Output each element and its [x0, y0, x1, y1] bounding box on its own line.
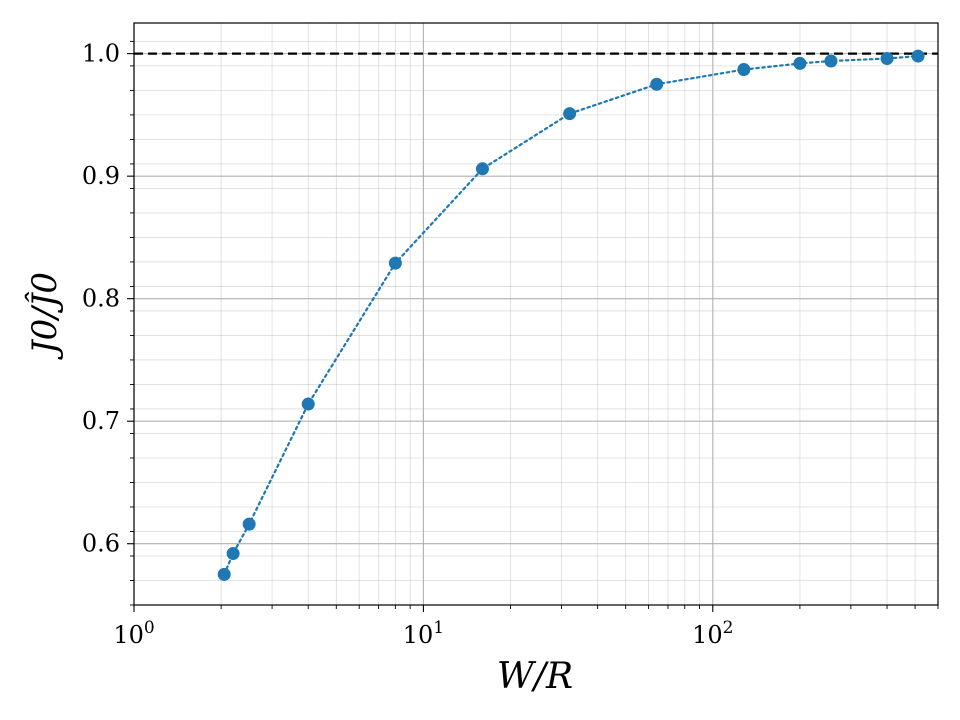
data-point — [388, 256, 402, 270]
data-point — [475, 162, 489, 176]
y-tick-label: 0.9 — [82, 162, 120, 190]
series-layer — [217, 49, 925, 581]
y-tick-label: 0.8 — [82, 285, 120, 313]
data-point — [563, 107, 577, 121]
data-point — [650, 77, 664, 91]
x-tick-label: 102 — [692, 618, 733, 649]
plot-frame — [133, 22, 939, 606]
data-point — [880, 52, 894, 66]
y-tick-label: 1.0 — [82, 40, 120, 68]
data-point — [301, 397, 315, 411]
ticks — [127, 40, 939, 612]
x-tick-label: 100 — [113, 618, 154, 649]
data-point — [824, 54, 838, 68]
data-point — [217, 567, 231, 581]
data-point — [911, 49, 925, 63]
tick-labels: 100 101 102 0.6 0.7 0.8 0.9 1.0 — [82, 40, 734, 649]
data-point — [226, 547, 240, 561]
data-point — [737, 63, 751, 77]
x-axis-label: W/R — [497, 656, 573, 697]
x-tick-label: 101 — [403, 618, 444, 649]
y-tick-label: 0.6 — [82, 530, 120, 558]
y-tick-label: 0.7 — [82, 407, 120, 435]
data-point — [242, 517, 256, 531]
data-point — [793, 56, 807, 70]
y-axis-label: J0/Ĵ0 — [24, 272, 65, 360]
series-line — [223, 54, 920, 576]
major-grid — [133, 23, 938, 605]
minor-grid — [134, 23, 939, 606]
